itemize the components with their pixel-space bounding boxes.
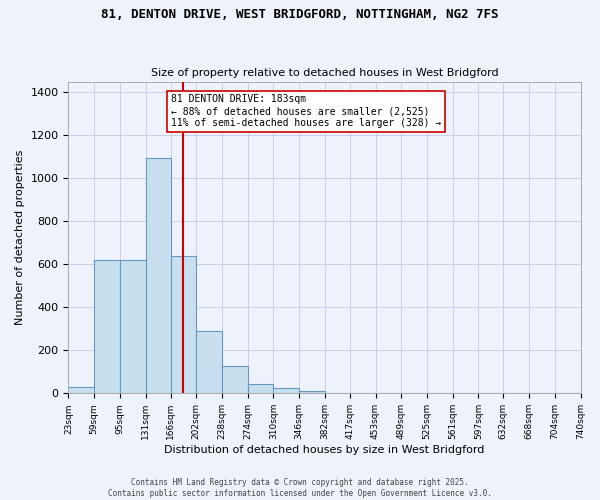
X-axis label: Distribution of detached houses by size in West Bridgford: Distribution of detached houses by size … [164,445,485,455]
Bar [299,391,325,394]
Text: Contains HM Land Registry data © Crown copyright and database right 2025.
Contai: Contains HM Land Registry data © Crown c… [108,478,492,498]
Bar [170,256,196,394]
Bar [274,388,299,394]
Text: 81, DENTON DRIVE, WEST BRIDGFORD, NOTTINGHAM, NG2 7FS: 81, DENTON DRIVE, WEST BRIDGFORD, NOTTIN… [101,8,499,20]
Bar [94,260,120,394]
Bar [248,384,274,394]
Bar [146,158,170,394]
Text: 81 DENTON DRIVE: 183sqm
← 88% of detached houses are smaller (2,525)
11% of semi: 81 DENTON DRIVE: 183sqm ← 88% of detache… [170,94,441,128]
Title: Size of property relative to detached houses in West Bridgford: Size of property relative to detached ho… [151,68,498,78]
Y-axis label: Number of detached properties: Number of detached properties [15,150,25,325]
Bar [222,366,248,394]
Bar [196,331,222,394]
Bar [120,260,146,394]
Bar [68,387,94,394]
